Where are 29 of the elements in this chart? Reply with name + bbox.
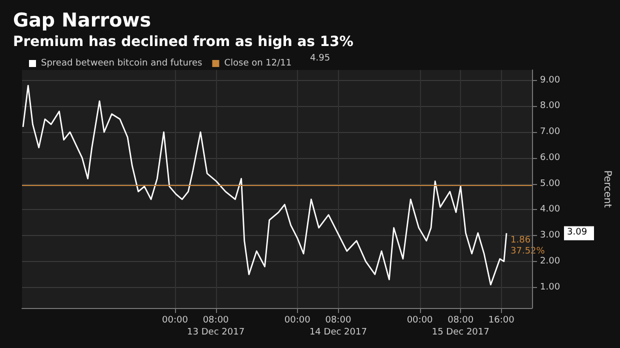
line-series: [22, 84, 508, 286]
x2-tick-label: 15 Dec 2017: [432, 328, 490, 338]
chart-title: Gap Narrows: [13, 10, 152, 32]
x-tick-label: 00:00: [406, 316, 434, 326]
annotation: 37.52%: [510, 246, 546, 257]
y-tick-label: 2.00: [540, 256, 560, 266]
x2-tick-label: 14 Dec 2017: [309, 328, 367, 338]
x-tick-label: 08:00: [325, 316, 352, 326]
y-tick-label: 8.00: [540, 101, 560, 112]
x2-tick-label: 13 Dec 2017: [187, 328, 245, 338]
y-tick-label: 6.00: [540, 152, 560, 163]
y-tick-label: 7.00: [540, 127, 560, 138]
text: 4.95: [310, 54, 330, 64]
x-tick-label: 16:00: [488, 316, 515, 326]
y-tick-label: 5.00: [540, 178, 560, 189]
x-tick-label: 08:00: [448, 316, 474, 326]
legend-label: Spread between bitcoin and futures: [41, 58, 203, 68]
chart-subtitle: Premium has declined from as high as 13%: [13, 34, 354, 50]
x-tick-label: 00:00: [284, 316, 311, 326]
x-tick-label: 00:00: [162, 316, 188, 326]
y-axis-title: Percent: [602, 170, 612, 208]
x-tick-label: 08:00: [202, 316, 230, 326]
legend-label: Close on 12/11: [224, 58, 292, 68]
y-tick-label: 9.00: [540, 75, 560, 86]
annotation: 1.86: [510, 236, 531, 246]
text: 3.09: [567, 228, 588, 238]
y-tick-label: 4.00: [540, 204, 560, 215]
y-tick-label: 1.00: [540, 282, 560, 292]
y-tick-label: 3.00: [540, 230, 560, 241]
